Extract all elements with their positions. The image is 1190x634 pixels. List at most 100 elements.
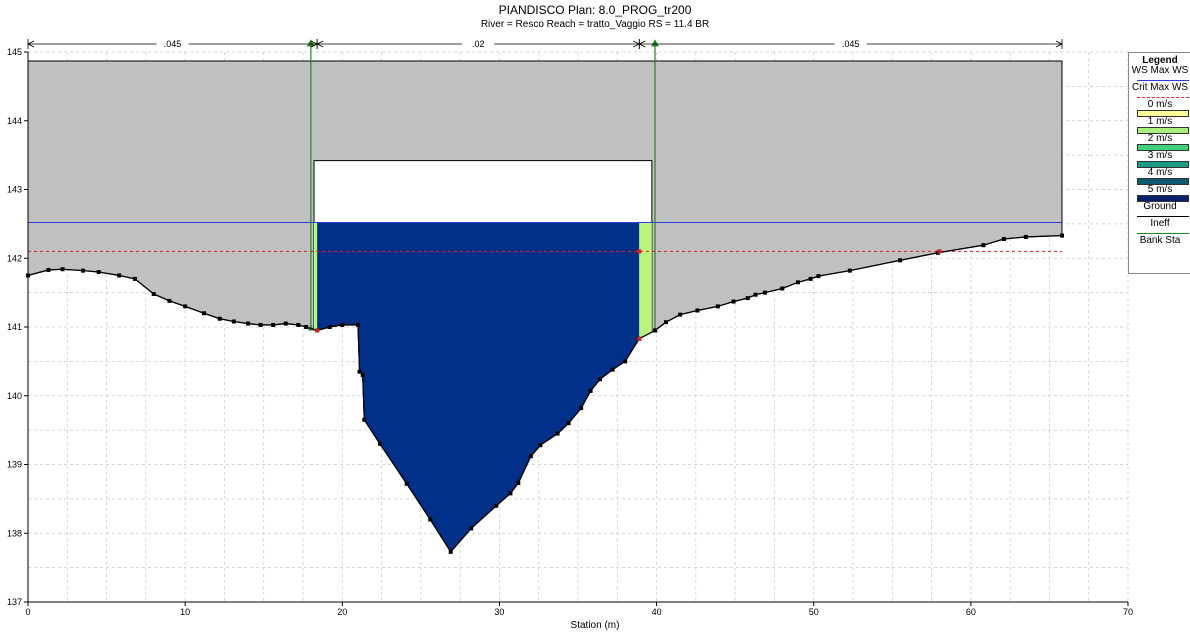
legend-label: 5 m/s <box>1147 184 1173 195</box>
legend-label: Ground <box>1143 201 1177 212</box>
legend-label: 3 m/s <box>1147 150 1173 161</box>
manning-n-label: .02 <box>472 39 485 49</box>
x-tick-label: 40 <box>652 607 662 617</box>
legend-label: 1 m/s <box>1147 116 1173 127</box>
ground-point <box>81 268 85 273</box>
ground-point <box>378 441 382 446</box>
manning-n-label: .045 <box>842 39 860 49</box>
ground-point <box>715 304 720 309</box>
legend-label: 0 m/s <box>1147 99 1173 110</box>
ground-point <box>494 503 499 508</box>
ground-profile <box>27 234 1063 553</box>
ground-point <box>448 549 453 554</box>
water-lines <box>28 39 1062 333</box>
water-area <box>314 222 652 552</box>
y-tick-label: 145 <box>7 47 22 57</box>
ground-point <box>763 290 767 295</box>
manning-n-arrow <box>638 40 646 48</box>
chart-subtitle: River = Resco Reach = tratto_Vaggio RS =… <box>480 19 710 30</box>
ground-point <box>167 298 172 303</box>
legend: Legend WS Max WS Crit Max WS 0 m/s 1 m/s… <box>1128 52 1190 274</box>
manning-n-arrow <box>316 40 324 48</box>
manning-n-arrow <box>27 40 35 48</box>
ground-point <box>202 311 206 316</box>
ground-point <box>469 526 474 531</box>
velocity-swatch <box>1137 110 1189 117</box>
ground-point <box>508 491 513 496</box>
ground-point <box>340 322 345 327</box>
x-tick-label: 10 <box>180 607 190 617</box>
right-overbank-velocity-area <box>639 222 652 339</box>
crit-line-swatch <box>1137 97 1189 98</box>
ground-point <box>528 454 533 459</box>
legend-item-ground: Ground <box>1129 202 1190 219</box>
ground-point <box>304 325 309 329</box>
x-axis-label: Station (m) <box>570 620 620 631</box>
x-tick-label: 60 <box>966 607 976 617</box>
left-overbank-velocity-area <box>314 222 318 331</box>
legend-item-v2: 2 m/s <box>1129 134 1190 151</box>
ground-point <box>695 308 700 313</box>
ground-point <box>898 258 903 263</box>
ground-point <box>780 286 785 291</box>
legend-label: Ineff <box>1150 218 1170 229</box>
ground-point <box>231 319 236 324</box>
manning-n-arrow <box>1055 40 1063 48</box>
manning-n-label-bg <box>462 38 495 49</box>
ground-point <box>151 292 156 296</box>
ground-point <box>678 312 683 317</box>
legend-item-v4: 4 m/s <box>1129 168 1190 185</box>
ground-point <box>327 325 332 329</box>
velocity-swatch <box>1137 195 1189 202</box>
ground-point <box>356 322 360 327</box>
ground-point <box>46 267 51 272</box>
ground-point <box>623 359 628 364</box>
x-tick-label: 20 <box>337 607 347 617</box>
ground-point <box>538 443 543 448</box>
ground-point <box>796 280 800 285</box>
ground-point <box>653 328 657 333</box>
ground-point <box>271 322 276 327</box>
y-tick-label: 137 <box>7 597 22 607</box>
ground-point <box>96 270 101 274</box>
ground-point <box>183 304 188 309</box>
legend-label: Crit Max WS <box>1131 82 1189 93</box>
ineff-marker <box>306 39 315 47</box>
x-tick-label: 50 <box>809 607 819 617</box>
ground-point <box>588 388 593 393</box>
y-tick-label: 143 <box>7 185 22 195</box>
ground-point <box>808 276 813 281</box>
ground-point <box>664 320 668 325</box>
main-channel-velocity-area <box>317 222 640 552</box>
legend-item-bank: Bank Sta <box>1129 236 1190 253</box>
crit-point <box>637 249 642 254</box>
crit-point <box>937 249 942 254</box>
ground-point <box>1023 234 1028 239</box>
ground-point <box>816 274 821 279</box>
ground-point <box>579 406 584 411</box>
legend-label: 4 m/s <box>1147 167 1173 178</box>
ground-point <box>283 321 288 326</box>
ground-point <box>296 322 301 327</box>
ground-point <box>516 481 521 486</box>
velocity-swatch <box>1137 144 1189 151</box>
ground-point <box>981 243 986 248</box>
ground-point <box>610 367 615 372</box>
legend-label: WS Max WS <box>1131 65 1189 76</box>
ground-point <box>598 377 602 382</box>
manning-n-strip: .045 .02 .045 <box>27 38 1063 49</box>
ground-line <box>26 233 1064 554</box>
ground-point <box>1001 237 1006 241</box>
ground-point <box>132 276 137 281</box>
ground-point <box>566 421 571 426</box>
ground-point <box>847 268 852 273</box>
axes: 0 10 20 30 40 50 60 70 137 138 139 140 141 142 143 144 1… <box>7 47 1133 617</box>
ground-point <box>745 296 750 301</box>
legend-item-v0: 0 m/s <box>1129 100 1190 117</box>
ground-point <box>360 373 365 378</box>
ground-point <box>428 517 433 522</box>
ground-point <box>404 481 409 486</box>
y-tick-label: 138 <box>7 528 22 538</box>
legend-label: 2 m/s <box>1147 133 1173 144</box>
